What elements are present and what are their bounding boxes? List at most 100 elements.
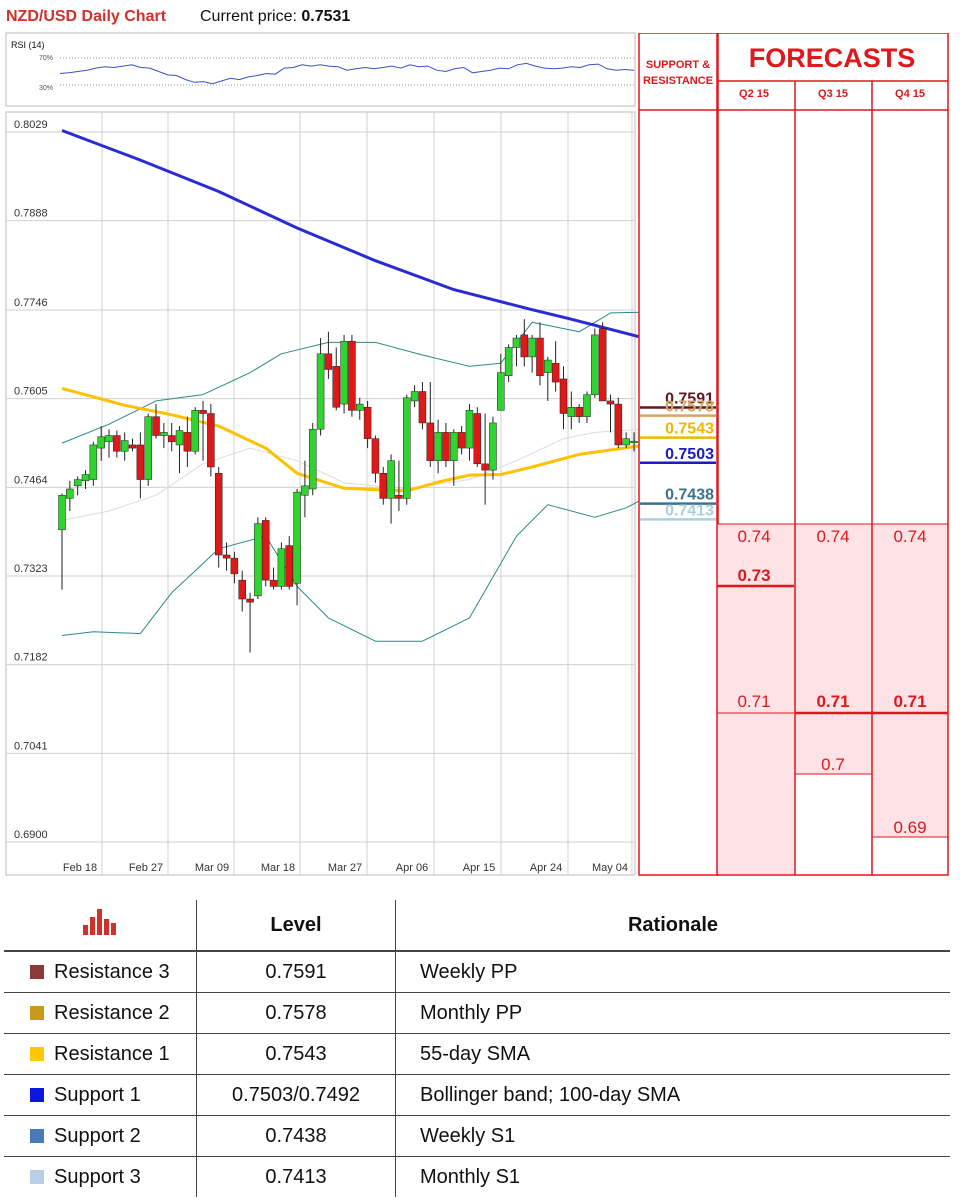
candle-body: [363, 406, 372, 439]
y-tick-label: 0.7746: [14, 297, 48, 309]
level-value: 0.7543: [196, 1033, 396, 1075]
levels-col-level: Level: [196, 900, 396, 952]
sr-level-label: 0.7503: [665, 446, 714, 463]
candle-body: [105, 435, 113, 443]
y-tick-label: 0.8029: [14, 119, 48, 131]
candle-body: [481, 463, 489, 471]
candle-body: [575, 406, 583, 417]
forecast-q2-low: 0.71: [737, 692, 771, 711]
candle-body: [293, 491, 301, 584]
plot-frame: [5, 111, 636, 876]
candle-body: [450, 432, 458, 461]
sr-level-label: 0.7438: [665, 487, 714, 504]
sr-level-label: 0.7578: [665, 399, 714, 416]
forecast-q2-high: 0.74: [737, 527, 771, 546]
legend-swatch: [30, 1005, 44, 1020]
candle-body: [340, 340, 348, 405]
y-tick-label: 0.7041: [14, 740, 48, 752]
rsi-panel: RSI (14) 70% 30%: [5, 32, 636, 107]
candle-body: [238, 579, 246, 600]
grid: [6, 112, 634, 875]
table-row: Resistance 1 0.7543 55-day SMA: [4, 1033, 950, 1075]
forecast-frame: [716, 33, 949, 876]
candle-body: [261, 520, 270, 581]
forecast-q4-mid: 0.71: [893, 692, 927, 711]
bar-chart-icon: [4, 900, 197, 952]
level-rationale: Weekly PP: [395, 951, 950, 993]
level-name: Support 3: [54, 1165, 141, 1188]
candle-body: [591, 334, 599, 395]
x-tick-label: Apr 15: [463, 862, 495, 874]
candle-body: [630, 440, 638, 443]
forecast-range-q2: [717, 524, 795, 874]
chart-title: NZD/USD Daily Chart: [6, 8, 167, 25]
forecast-q3-high: 0.74: [816, 527, 850, 546]
forecast-range-q4: [872, 524, 948, 837]
candle-body: [598, 328, 607, 402]
forecast-q4-low: 0.69: [893, 818, 927, 837]
forecast-q4-high: 0.74: [893, 527, 927, 546]
candle-body: [199, 410, 207, 414]
forecast-q3-low: 0.7: [821, 755, 845, 774]
rsi-upper-label: 70%: [39, 55, 53, 62]
candle-body: [622, 438, 630, 446]
sma-200-line: [61, 129, 640, 339]
forecasts-title: FORECASTS: [748, 43, 916, 73]
sr-frame: [638, 33, 719, 876]
candle-body: [387, 460, 395, 499]
candle-body: [175, 430, 184, 446]
level-name: Resistance 1: [54, 1042, 170, 1065]
candle-body: [583, 394, 591, 417]
rsi-label: RSI (14): [11, 40, 45, 50]
candle-body: [89, 444, 98, 480]
forecast-panel: [716, 33, 949, 876]
candle-body: [316, 353, 325, 430]
candle-body: [73, 479, 82, 487]
candle-body: [614, 403, 623, 446]
table-row: Support 2 0.7438 Weekly S1: [4, 1115, 950, 1157]
candles: [58, 319, 638, 653]
sr-level-label: 0.7543: [665, 421, 714, 438]
levels-col-rationale: Rationale: [395, 900, 950, 952]
x-axis-labels: Feb 18 Feb 27 Mar 09 Mar 18 Mar 27 Apr 06 Apr …: [63, 862, 628, 874]
candle-body: [536, 337, 544, 377]
candle-body: [356, 403, 364, 411]
x-tick-label: May 04: [592, 862, 628, 874]
candle-body: [207, 413, 215, 468]
sma-100-line: [61, 428, 640, 521]
sr-header-line1: SUPPORT &: [645, 59, 711, 71]
price-chart: RSI (14) 70% 30% 0.8029 0.7888 0.7746 0.760…: [5, 32, 640, 876]
candle-body: [332, 366, 340, 408]
candle-body: [285, 545, 293, 587]
level-value: 0.7413: [196, 1156, 396, 1197]
sma-55-line: [61, 386, 640, 493]
candle-body: [512, 337, 521, 348]
level-value: 0.7438: [196, 1115, 396, 1157]
forecast-range-q3: [795, 524, 872, 774]
candle-body: [58, 495, 66, 531]
bollinger-upper: [61, 311, 640, 444]
x-tick-label: Mar 27: [328, 862, 362, 874]
current-price: Current price: 0.7531: [200, 8, 350, 26]
candle-body: [120, 440, 129, 452]
forecast-q2-mid: 0.73: [737, 566, 771, 585]
x-tick-label: Mar 18: [261, 862, 295, 874]
table-row: Resistance 2 0.7578 Monthly PP: [4, 992, 950, 1034]
level-name: Support 2: [54, 1124, 141, 1147]
forecast-q3-mid: 0.71: [816, 692, 850, 711]
x-tick-label: Apr 06: [396, 862, 428, 874]
level-rationale: Weekly S1: [395, 1115, 950, 1157]
level-name: Resistance 2: [54, 1001, 170, 1024]
x-tick-label: Apr 24: [530, 862, 562, 874]
levels-table-header: Level Rationale: [4, 900, 950, 952]
candle-body: [246, 598, 254, 603]
candle-body: [559, 378, 568, 414]
candle-body: [136, 444, 145, 480]
candle-body: [113, 435, 121, 452]
table-row: Support 1 0.7503/0.7492 Bollinger band; …: [4, 1074, 950, 1116]
table-row: Resistance 3 0.7591 Weekly PP: [4, 951, 950, 993]
candle-body: [269, 579, 278, 587]
levels-table: Level Rationale Resistance 3 0.7591 Week…: [4, 900, 950, 1197]
table-row: Support 3 0.7413 Monthly S1: [4, 1156, 950, 1197]
